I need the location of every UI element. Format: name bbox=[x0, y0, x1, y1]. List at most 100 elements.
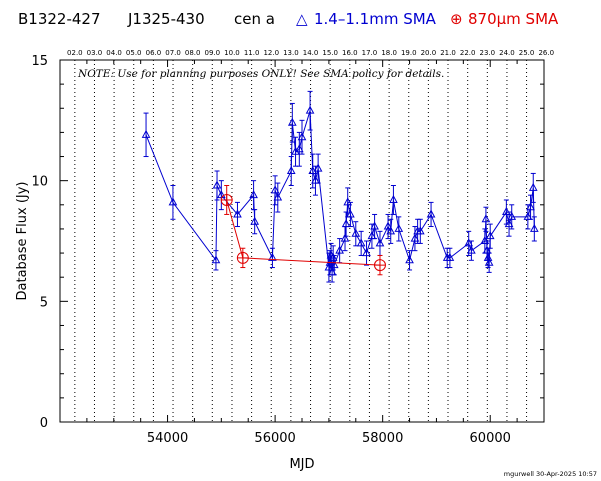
data-point bbox=[375, 238, 385, 247]
x-axis: 54000 56000 58000 60000 bbox=[59, 60, 545, 446]
data-point bbox=[211, 255, 221, 264]
top-year-tick-label: 15.0 bbox=[322, 49, 338, 57]
data-point bbox=[485, 231, 495, 240]
y-tick-label: 10 bbox=[31, 175, 48, 190]
data-point bbox=[484, 257, 494, 266]
data-point bbox=[311, 175, 320, 184]
top-year-tick-label: 19.0 bbox=[401, 49, 417, 57]
data-point bbox=[212, 180, 222, 189]
top-year-tick-label: 13.0 bbox=[283, 49, 299, 57]
top-year-tick-label: 16.0 bbox=[342, 49, 358, 57]
top-year-tick-label: 18.0 bbox=[381, 49, 397, 57]
data-point bbox=[346, 209, 355, 218]
data-point bbox=[233, 209, 242, 218]
legend-red-label: 870μm SMA bbox=[468, 10, 559, 28]
top-year-tick-label: 02.0 bbox=[67, 49, 83, 57]
top-year-tick-label: 05.0 bbox=[126, 49, 142, 57]
top-year-tick-label: 08.0 bbox=[185, 49, 201, 57]
x-tick-label: 60000 bbox=[470, 431, 511, 446]
top-year-tick-label: 11.0 bbox=[244, 49, 260, 57]
data-point bbox=[504, 219, 514, 228]
data-point bbox=[367, 231, 377, 240]
top-year-tick-label: 23.0 bbox=[480, 49, 496, 57]
data-point bbox=[426, 209, 436, 218]
data-point bbox=[362, 248, 371, 257]
top-year-tick-label: 17.0 bbox=[362, 49, 378, 57]
data-point bbox=[268, 252, 277, 261]
data-point bbox=[394, 223, 404, 232]
data-point bbox=[305, 105, 315, 114]
data-point bbox=[356, 238, 366, 247]
data-point bbox=[445, 252, 455, 261]
y-axis: 0 5 10 15 bbox=[31, 54, 544, 431]
top-year-tick-label: 06.0 bbox=[146, 49, 162, 57]
legend-blue-symbol: △ bbox=[296, 10, 308, 28]
data-point bbox=[528, 182, 538, 191]
x-tick-label: 54000 bbox=[147, 431, 188, 446]
data-point bbox=[523, 211, 533, 220]
data-point bbox=[351, 228, 361, 237]
top-year-tick-label: 26.0 bbox=[538, 49, 554, 57]
data-point bbox=[480, 235, 490, 244]
data-point bbox=[464, 238, 474, 247]
data-point bbox=[168, 197, 178, 206]
data-point bbox=[481, 214, 491, 223]
top-year-tick-label: 22.0 bbox=[460, 49, 476, 57]
top-year-axis: 02.0 03.0 04.0 05.0 06.0 07.0 08.0 09.0 10.0 11.0… bbox=[67, 49, 554, 57]
common-name-label: cen a bbox=[234, 10, 275, 28]
x-axis-label: MJD bbox=[289, 457, 314, 472]
data-point bbox=[467, 245, 476, 254]
legend-blue-label: 1.4–1.1mm SMA bbox=[314, 10, 437, 28]
data-point bbox=[273, 192, 283, 201]
data-point bbox=[294, 144, 304, 153]
data-point bbox=[328, 252, 338, 261]
x-tick-label: 56000 bbox=[254, 431, 295, 446]
data-point bbox=[415, 226, 425, 235]
top-year-tick-label: 03.0 bbox=[87, 49, 103, 57]
data-point bbox=[270, 185, 280, 194]
year-gridlines bbox=[74, 60, 528, 422]
credit-label: mgurwell 30-Apr-2025 10:57 bbox=[504, 470, 597, 478]
data-point bbox=[313, 163, 323, 172]
data-point bbox=[340, 233, 350, 242]
data-point bbox=[529, 223, 539, 232]
data-point bbox=[383, 221, 393, 230]
top-year-tick-label: 20.0 bbox=[421, 49, 437, 57]
top-year-tick-label: 24.0 bbox=[499, 49, 515, 57]
data-point bbox=[502, 206, 511, 216]
data-point bbox=[410, 233, 420, 242]
data-point bbox=[297, 132, 307, 141]
data-point bbox=[370, 221, 379, 230]
top-year-tick-label: 14.0 bbox=[303, 49, 319, 57]
data-point bbox=[389, 194, 398, 203]
y-tick-label: 5 bbox=[40, 295, 48, 310]
data-point bbox=[249, 190, 258, 199]
data-point bbox=[405, 255, 414, 264]
series-870um bbox=[220, 184, 386, 276]
y-axis-label: Database Flux (Jy) bbox=[15, 182, 30, 301]
source-name-label: B1322-427 bbox=[18, 10, 101, 28]
data-point bbox=[250, 216, 260, 225]
data-point bbox=[286, 165, 296, 175]
alt-name-label: J1325-430 bbox=[127, 10, 205, 28]
data-point bbox=[526, 202, 535, 211]
series-1.4-1.1mm bbox=[141, 90, 539, 283]
x-tick-label: 58000 bbox=[362, 431, 403, 446]
data-point bbox=[287, 117, 297, 126]
legend-red-symbol: ⊕ bbox=[450, 10, 463, 28]
top-year-tick-label: 10.0 bbox=[224, 49, 240, 57]
data-point bbox=[329, 260, 339, 269]
y-tick-label: 0 bbox=[40, 416, 48, 431]
top-year-tick-label: 09.0 bbox=[205, 49, 221, 57]
top-year-tick-label: 12.0 bbox=[263, 49, 279, 57]
top-year-tick-label: 25.0 bbox=[519, 49, 535, 57]
top-year-tick-label: 21.0 bbox=[440, 49, 456, 57]
data-point bbox=[507, 211, 517, 220]
top-year-tick-label: 04.0 bbox=[106, 49, 122, 57]
data-point bbox=[341, 219, 351, 228]
data-point bbox=[308, 165, 318, 175]
data-point bbox=[141, 129, 151, 138]
planning-note: NOTE: Use for planning purposes ONLY! Se… bbox=[77, 68, 444, 80]
data-point bbox=[291, 146, 300, 155]
